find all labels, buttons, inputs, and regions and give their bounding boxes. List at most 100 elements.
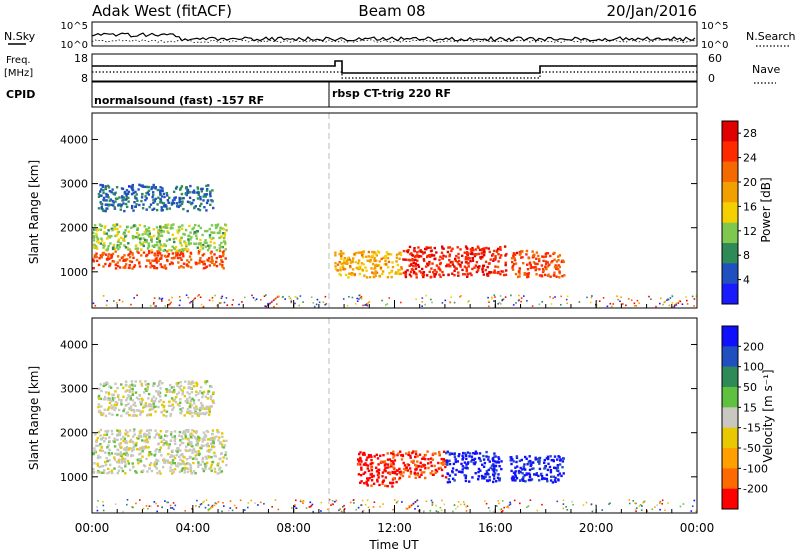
- data-cell: [145, 429, 149, 432]
- data-cell: [112, 393, 115, 396]
- data-cell: [147, 454, 151, 457]
- data-cell: [99, 456, 102, 459]
- data-cell: [128, 264, 131, 267]
- noise-cell: [586, 296, 588, 299]
- data-cell: [106, 184, 110, 188]
- data-cell: [116, 452, 119, 456]
- data-cell: [124, 390, 127, 393]
- data-cell: [142, 203, 145, 206]
- data-cell: [172, 237, 175, 241]
- data-cell: [155, 462, 158, 465]
- data-cell: [112, 224, 115, 227]
- data-cell: [534, 262, 537, 265]
- data-cell: [499, 273, 502, 276]
- noise-cell: [463, 503, 466, 506]
- noise-cell: [92, 302, 95, 305]
- data-cell: [396, 263, 399, 267]
- data-cell: [113, 408, 116, 412]
- data-cell: [204, 455, 208, 458]
- data-cell: [188, 255, 192, 258]
- data-cell: [139, 403, 143, 406]
- data-cell: [114, 250, 117, 253]
- data-cell: [431, 262, 434, 265]
- noise-cell: [362, 304, 364, 307]
- noise-cell: [361, 499, 364, 502]
- data-cell: [556, 464, 559, 467]
- data-cell: [122, 232, 125, 236]
- data-cell: [101, 449, 104, 453]
- data-cell: [97, 454, 100, 458]
- noise-cell: [194, 297, 196, 300]
- data-cell: [92, 231, 95, 234]
- data-cell: [519, 466, 522, 470]
- data-cell: [555, 469, 559, 472]
- data-cell: [516, 465, 519, 468]
- data-cell: [478, 265, 481, 268]
- noise-cell: [214, 502, 217, 504]
- data-cell: [212, 445, 215, 449]
- data-cell: [376, 457, 380, 460]
- data-cell: [380, 257, 383, 261]
- data-cell: [139, 447, 142, 450]
- data-cell: [416, 259, 419, 262]
- data-cell: [202, 252, 206, 256]
- noise-cell: [671, 302, 674, 304]
- data-cell: [557, 479, 560, 482]
- data-cell: [137, 462, 140, 465]
- data-cell: [165, 410, 169, 413]
- noise-cell: [693, 305, 695, 307]
- data-cell: [178, 266, 181, 269]
- data-cell: [550, 475, 553, 478]
- data-cell: [150, 237, 153, 240]
- data-cell: [95, 259, 99, 263]
- data-cell: [150, 469, 154, 473]
- data-cell: [193, 232, 196, 235]
- data-cell: [348, 272, 351, 275]
- data-cell: [170, 261, 173, 264]
- data-cell: [374, 259, 378, 262]
- data-cell: [166, 230, 169, 233]
- data-cell: [132, 466, 135, 469]
- data-cell: [141, 207, 145, 210]
- data-cell: [134, 190, 137, 194]
- data-cell: [146, 387, 149, 391]
- noise-cell: [312, 510, 314, 513]
- data-cell: [441, 257, 444, 260]
- data-cell: [141, 242, 144, 246]
- data-cell: [409, 456, 412, 459]
- data-cell: [159, 191, 162, 194]
- data-cell: [103, 231, 106, 234]
- data-cell: [515, 460, 518, 464]
- noise-cell: [410, 504, 413, 507]
- data-cell: [541, 255, 544, 258]
- data-cell: [171, 461, 175, 465]
- data-cell: [117, 248, 120, 251]
- data-cell: [104, 463, 108, 467]
- data-cell: [113, 207, 117, 210]
- data-cell: [158, 470, 161, 473]
- data-cell: [429, 255, 432, 258]
- data-cell: [434, 273, 437, 276]
- noise-cell: [507, 505, 509, 508]
- data-cell: [354, 260, 357, 264]
- data-cell: [209, 190, 212, 193]
- data-cell: [110, 227, 113, 230]
- data-cell: [145, 197, 148, 200]
- data-cell: [173, 468, 177, 471]
- data-cell: [128, 248, 131, 251]
- data-cell: [409, 252, 412, 256]
- data-cell: [375, 263, 378, 267]
- data-cell: [179, 381, 182, 384]
- data-cell: [133, 413, 136, 416]
- data-cell: [334, 267, 338, 271]
- noise-cell: [501, 500, 504, 502]
- data-cell: [194, 472, 197, 475]
- data-cell: [190, 382, 193, 386]
- noise-cell: [497, 499, 500, 502]
- data-cell: [210, 224, 214, 227]
- data-cell: [349, 264, 352, 268]
- noise-cell: [150, 505, 152, 507]
- data-cell: [220, 245, 223, 249]
- data-cell: [422, 252, 425, 255]
- data-cell: [97, 396, 100, 399]
